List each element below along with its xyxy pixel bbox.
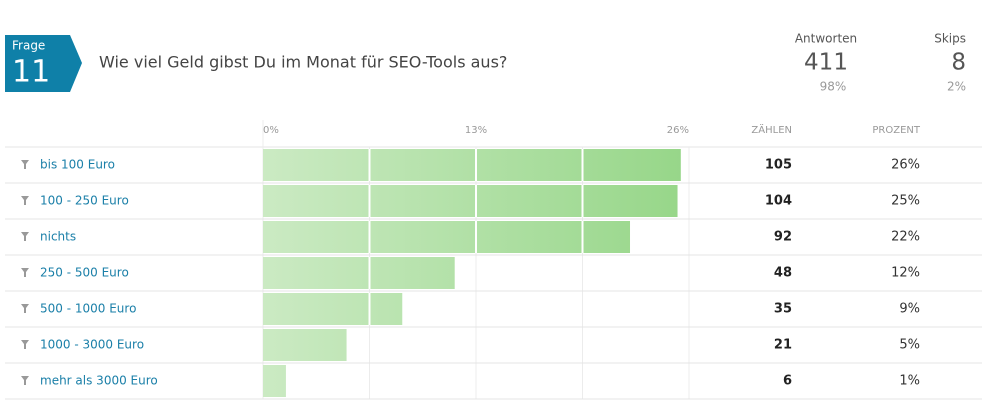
bar xyxy=(263,185,678,217)
answer-label: 100 - 250 Euro xyxy=(40,194,129,208)
stat-value: 8 xyxy=(951,50,966,76)
count: 21 xyxy=(774,338,792,353)
filter-icon xyxy=(21,232,29,241)
stat-value: 411 xyxy=(804,50,848,76)
filter-icon xyxy=(21,376,29,385)
count: 35 xyxy=(774,302,792,317)
bar xyxy=(263,149,681,181)
count: 104 xyxy=(765,194,792,209)
bar xyxy=(263,257,455,289)
stat-percent: 98% xyxy=(820,80,847,94)
answer-label: nichts xyxy=(40,230,76,244)
filter-icon xyxy=(21,268,29,277)
badge-number: 11 xyxy=(12,55,50,90)
count: 6 xyxy=(783,374,792,389)
answer-label: 1000 - 3000 Euro xyxy=(40,338,144,352)
filter-icon xyxy=(21,304,29,313)
percent: 12% xyxy=(891,266,920,281)
answer-label: bis 100 Euro xyxy=(40,158,115,172)
filter-icon xyxy=(21,160,29,169)
count: 105 xyxy=(765,158,792,173)
bar xyxy=(263,329,347,361)
x-tick-label: 26% xyxy=(667,125,689,136)
x-tick-label: 13% xyxy=(465,125,487,136)
stat-label: Antworten xyxy=(795,32,857,46)
percent: 9% xyxy=(899,302,920,317)
question-badge xyxy=(5,35,82,92)
bar xyxy=(263,365,286,397)
answer-label: mehr als 3000 Euro xyxy=(40,374,158,388)
filter-icon xyxy=(21,196,29,205)
badge-label: Frage xyxy=(12,39,45,53)
percent: 1% xyxy=(899,374,920,389)
count: 92 xyxy=(774,230,792,245)
question-text: Wie viel Geld gibst Du im Monat für SEO-… xyxy=(99,53,507,72)
percent: 5% xyxy=(899,338,920,353)
count: 48 xyxy=(774,266,792,281)
filter-icon xyxy=(21,340,29,349)
percent: 25% xyxy=(891,194,920,209)
bar xyxy=(263,293,403,325)
x-tick-label: 0% xyxy=(263,125,279,136)
stat-percent: 2% xyxy=(947,80,966,94)
column-header: ZÄHLEN xyxy=(751,123,792,136)
bar xyxy=(263,221,631,253)
percent: 22% xyxy=(891,230,920,245)
column-header: PROZENT xyxy=(872,125,920,136)
stat-label: Skips xyxy=(934,32,966,46)
percent: 26% xyxy=(891,158,920,173)
answer-label: 250 - 500 Euro xyxy=(40,266,129,280)
answer-label: 500 - 1000 Euro xyxy=(40,302,136,316)
